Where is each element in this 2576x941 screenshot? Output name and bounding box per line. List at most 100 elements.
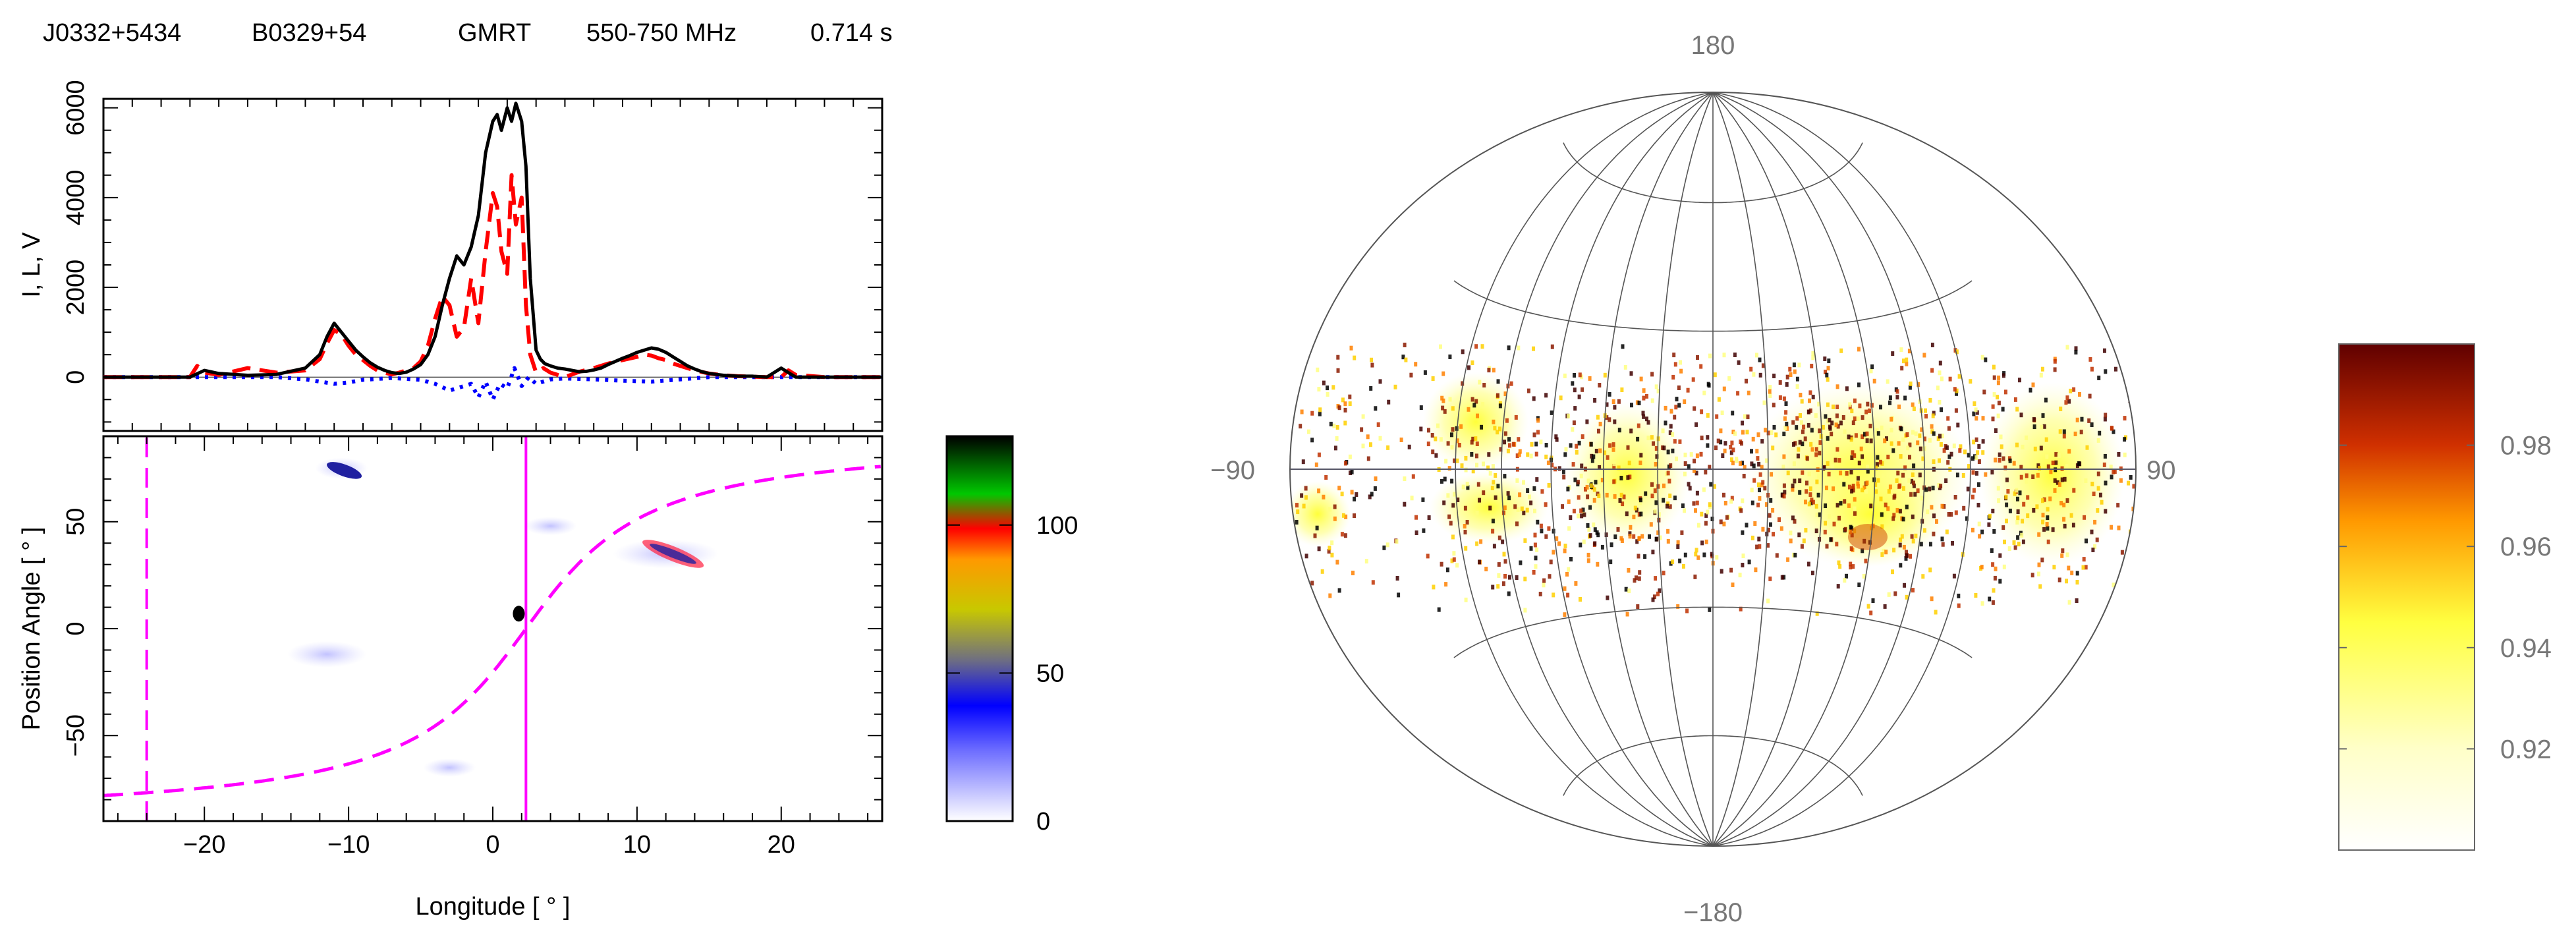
sky-speckle — [2019, 465, 2023, 470]
sky-speckle — [1562, 474, 1566, 480]
sky-speckle — [1949, 512, 1953, 517]
sky-speckle — [1733, 431, 1737, 436]
sky-speckle — [2013, 491, 2017, 496]
sky-speckle — [1761, 527, 1765, 532]
sky-speckle — [1793, 519, 1797, 524]
sky-speckle — [1539, 440, 1543, 445]
sky-speckle — [1851, 442, 1855, 447]
sky-speckle — [1452, 557, 1456, 562]
sky-speckle — [1501, 539, 1505, 544]
sky-speckle — [1349, 345, 1353, 351]
sky-speckle — [1816, 492, 1820, 498]
sky-speckle — [1857, 484, 1860, 489]
sky-speckle — [2216, 374, 2219, 379]
sky-speckle — [1954, 510, 1958, 515]
sky-speckle — [1756, 432, 1760, 438]
sky-speckle — [1466, 485, 1470, 490]
sky-speckle — [1768, 389, 1772, 394]
sky-speckle — [1719, 440, 1723, 445]
sky-speckle — [1753, 521, 1757, 526]
sky-speckle — [1563, 373, 1567, 378]
sky-speckle — [2117, 452, 2121, 457]
sky-speckle — [1795, 425, 1799, 430]
sky-speckle — [1577, 440, 1581, 445]
sky-speckle — [1343, 461, 1347, 466]
sky-speckle — [1869, 438, 1873, 443]
sky-speckle — [1667, 478, 1671, 484]
sky-speckle — [1571, 427, 1575, 432]
sky-speckle — [1491, 528, 1495, 534]
sky-speckle — [1974, 407, 1978, 413]
sky-speckle — [2021, 539, 2025, 544]
sky-speckle — [1720, 411, 1724, 415]
sky-speckle — [1474, 436, 1478, 442]
sky-speckle — [1766, 527, 1770, 532]
sky-speckle — [1912, 463, 1916, 469]
sky-speckle — [1731, 583, 1735, 587]
sky-speckle — [1637, 423, 1640, 428]
sky-speckle — [2110, 474, 2114, 480]
sky-speckle — [1592, 454, 1596, 459]
sky-speckle — [1977, 521, 1981, 527]
sky-speckle — [1526, 488, 1530, 493]
sky-speckle — [2044, 397, 2048, 403]
sky-speckle — [2032, 507, 2036, 513]
sky-speckle — [1694, 552, 1698, 557]
sky-speckle — [1645, 393, 1648, 399]
sky-speckle — [1563, 544, 1567, 548]
sky-speckle — [1798, 490, 1802, 495]
sky-speckle — [1569, 443, 1573, 448]
sky-speckle — [2045, 454, 2049, 459]
sky-speckle — [1900, 534, 1904, 539]
sky-speckle — [1582, 512, 1586, 517]
sky-speckle — [1910, 478, 1914, 484]
sky-speckle — [2067, 449, 2071, 454]
sky-speckle — [2142, 496, 2145, 501]
sky-speckle — [1890, 428, 1893, 433]
sky-speckle — [1617, 399, 1621, 404]
sky-speckle — [1944, 478, 1948, 483]
sky-speckle — [2075, 571, 2079, 576]
sky-speckle — [1922, 353, 1926, 358]
sky-speckle — [1722, 492, 1725, 498]
sky-speckle — [1369, 385, 1373, 391]
sky-speckle — [2172, 405, 2175, 409]
sky-speckle — [1520, 506, 1524, 511]
sky-speckle — [1431, 449, 1435, 455]
sky-speckle — [1301, 459, 1305, 465]
sky-speckle — [2015, 442, 2019, 447]
sky-speckle — [1590, 458, 1594, 463]
sky-speckle — [1534, 556, 1538, 561]
sky-speckle — [1464, 455, 1468, 461]
sky-speckle — [1493, 426, 1497, 431]
sky-speckle — [1509, 381, 1513, 386]
sky-speckle — [2069, 513, 2073, 518]
sky-speckle — [1369, 442, 1372, 447]
sky-speckle — [1922, 528, 1926, 533]
sky-speckle — [1750, 488, 1754, 493]
sky-speckle — [1337, 486, 1341, 491]
sky-speckle — [1565, 571, 1569, 577]
sky-speckle — [1557, 541, 1561, 546]
sky-speckle — [1625, 511, 1629, 517]
sky-speckle — [1530, 442, 1534, 447]
sky-speckle — [1746, 414, 1750, 420]
sky-speckle — [2095, 537, 2099, 542]
sky-speckle — [1313, 533, 1317, 538]
sky-speckle — [1797, 362, 1801, 368]
sky-speckle — [1526, 388, 1530, 393]
sky-speckle — [1805, 489, 1808, 494]
sky-speckle — [1905, 361, 1909, 366]
sky-speckle — [2116, 503, 2120, 508]
sky-speckle — [1461, 484, 1465, 490]
sky-speckle — [1579, 508, 1583, 513]
sky-speckle — [1901, 472, 1905, 478]
sky-speckle — [2002, 456, 2005, 461]
sky-speckle — [1686, 387, 1690, 393]
sky-speckle — [2041, 498, 2044, 503]
sky-speckle — [1938, 434, 1942, 439]
sky-speckle — [1997, 498, 2001, 503]
sky-speckle — [1653, 488, 1657, 494]
sky-speckle — [2104, 413, 2108, 418]
sky-speckle — [2016, 496, 2019, 501]
